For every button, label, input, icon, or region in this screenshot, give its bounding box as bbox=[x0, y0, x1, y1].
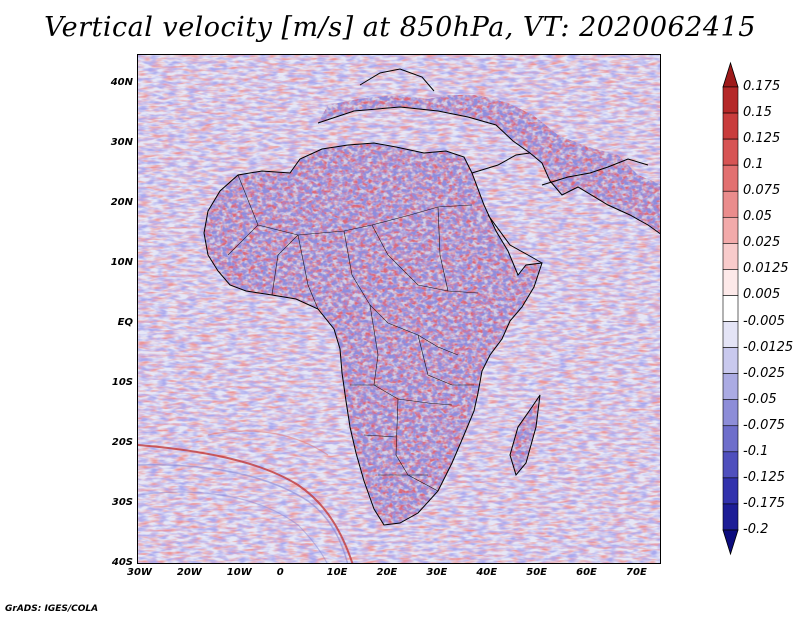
colorbar-swatch bbox=[722, 295, 739, 322]
y-tick-label: 30S bbox=[111, 497, 133, 508]
colorbar-swatch bbox=[722, 243, 739, 270]
colorbar-swatch bbox=[722, 399, 739, 427]
y-tick-label: 40S bbox=[111, 557, 133, 568]
colorbar-swatch bbox=[722, 503, 739, 531]
colorbar-swatch bbox=[722, 425, 739, 453]
colorbar-level-label: -0.05 bbox=[743, 391, 777, 407]
colorbar-swatch bbox=[722, 112, 739, 140]
colorbar-max-triangle bbox=[722, 61, 739, 88]
colorbar-level-label: -0.125 bbox=[743, 469, 785, 485]
x-tick-label: 30E bbox=[426, 567, 448, 578]
x-tick-label: 0 bbox=[276, 567, 284, 578]
x-tick-label: 10E bbox=[326, 567, 348, 578]
colorbar-swatch bbox=[722, 138, 739, 166]
x-tick-label: 50E bbox=[526, 567, 547, 578]
colorbar-level-label: 0.15 bbox=[743, 105, 772, 121]
colorbar-swatch bbox=[722, 164, 739, 192]
colorbar-swatch bbox=[722, 373, 739, 401]
colorbar-level-label: -0.075 bbox=[743, 417, 785, 433]
x-tick-label: 60E bbox=[576, 567, 597, 578]
y-tick-label: 20N bbox=[110, 197, 133, 208]
x-tick-label: 20E bbox=[376, 567, 398, 578]
colorbar-swatch bbox=[722, 269, 739, 296]
colorbar-level-label: 0.175 bbox=[743, 79, 781, 94]
x-tick-label: 30W bbox=[127, 567, 152, 578]
y-tick-label: 40N bbox=[110, 77, 133, 88]
map-plot-area bbox=[137, 54, 661, 564]
colorbar-level-label: 0.0125 bbox=[743, 261, 789, 277]
colorbar-swatch bbox=[722, 477, 739, 505]
colorbar-level-label: -0.005 bbox=[743, 313, 785, 329]
colorbar-swatch bbox=[722, 190, 739, 218]
colorbar-level-label: -0.175 bbox=[743, 495, 785, 511]
velocity-field-map bbox=[138, 55, 660, 563]
x-tick-label: 10W bbox=[226, 567, 252, 578]
colorbar-swatch bbox=[722, 86, 739, 114]
colorbar-level-label: 0.005 bbox=[743, 287, 781, 303]
colorbar-level-label: -0.2 bbox=[743, 522, 769, 537]
colorbar-level-label: -0.0125 bbox=[743, 339, 794, 355]
y-tick-label: 30N bbox=[110, 137, 133, 148]
colorbar-level-label: -0.1 bbox=[743, 443, 769, 459]
colorbar-level-label: 0.025 bbox=[743, 235, 781, 251]
x-tick-label: 70E bbox=[626, 567, 647, 578]
colorbar-min-triangle bbox=[722, 529, 739, 556]
colorbar-level-label: 0.05 bbox=[743, 209, 772, 225]
y-tick-label: 10S bbox=[111, 377, 133, 388]
colorbar-swatch bbox=[722, 216, 739, 244]
y-tick-label: 10N bbox=[110, 257, 133, 268]
colorbar-level-label: -0.025 bbox=[743, 365, 785, 381]
colorbar-swatch bbox=[722, 347, 739, 374]
x-tick-label: 20W bbox=[176, 567, 202, 578]
grads-credit: GrADS: IGES/COLA bbox=[5, 604, 99, 614]
y-tick-label: 20S bbox=[111, 437, 133, 448]
y-tick-label: EQ bbox=[117, 317, 133, 328]
colorbar-level-label: 0.1 bbox=[743, 157, 764, 173]
chart-title: Vertical velocity [m/s] at 850hPa, VT: 2… bbox=[44, 12, 756, 43]
colorbar-level-label: 0.125 bbox=[743, 131, 781, 147]
x-tick-label: 40E bbox=[476, 567, 498, 578]
colorbar-level-label: 0.075 bbox=[743, 183, 781, 199]
colorbar-swatch bbox=[722, 451, 739, 479]
colorbar-swatch bbox=[722, 321, 739, 348]
